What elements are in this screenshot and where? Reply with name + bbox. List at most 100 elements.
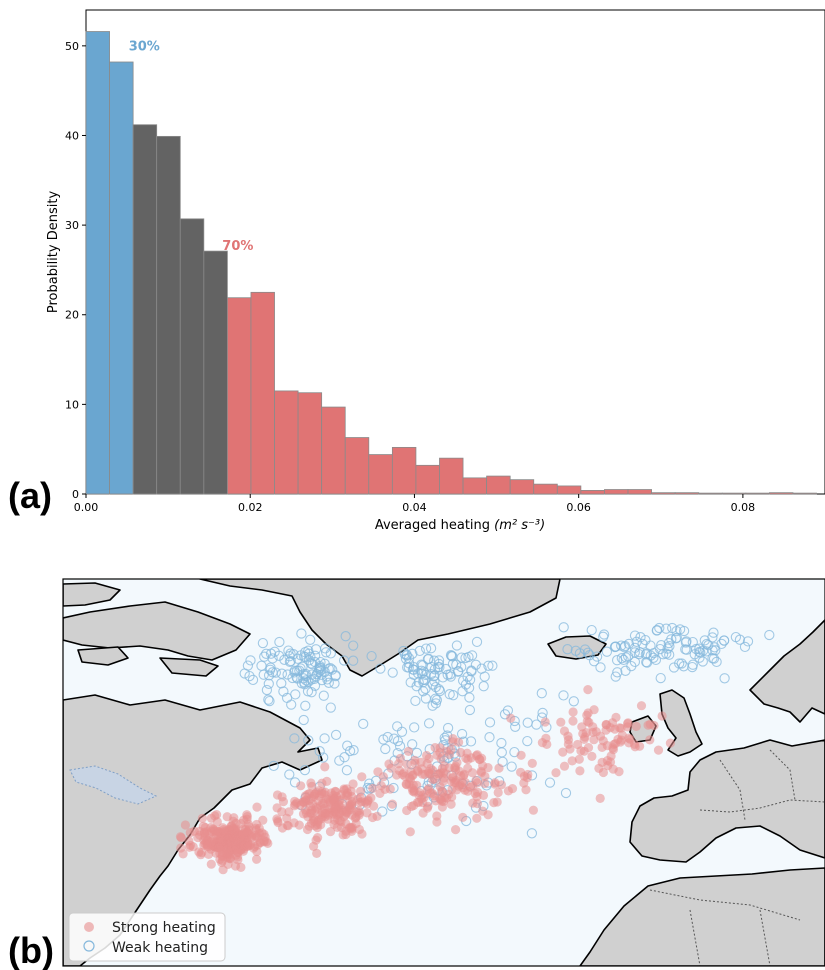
strong-heating-point — [625, 734, 635, 744]
strong-heating-point — [506, 713, 516, 723]
x-tick-label: 0.06 — [566, 501, 591, 514]
strong-heating-point — [319, 803, 329, 814]
weak-heating-point — [484, 732, 495, 743]
strong-heating-point — [472, 799, 482, 809]
strong-heating-point — [608, 764, 618, 774]
weak-heating-point — [562, 644, 573, 655]
weak-heating-point — [392, 735, 404, 747]
weak-heating-point — [420, 693, 432, 704]
strong-heating-point — [584, 717, 594, 728]
strong-heating-point — [357, 772, 367, 782]
weak-heating-point — [401, 650, 412, 661]
strong-heating-point — [630, 742, 640, 752]
strong-heating-point — [540, 717, 550, 727]
great-lakes — [69, 765, 158, 805]
weak-heating-point — [358, 718, 369, 730]
weak-heating-point — [591, 651, 603, 662]
strong-heating-point — [206, 813, 216, 823]
weak-heating-point — [463, 682, 475, 694]
strong-heating-point — [404, 779, 414, 789]
weak-heating-point — [460, 679, 472, 690]
x-axis-label-units: (m² s⁻³) — [494, 518, 545, 533]
histogram-bars — [85, 31, 817, 495]
strong-heating-point — [496, 780, 506, 790]
weak-heating-point — [651, 625, 663, 636]
percentile-label: 30% — [129, 39, 160, 54]
weak-heating-point — [348, 640, 359, 651]
weak-heating-point — [423, 653, 434, 664]
weak-heating-point — [664, 641, 675, 652]
weak-heating-point — [442, 669, 453, 680]
weak-heating-point — [445, 671, 456, 682]
weak-heating-point — [315, 665, 327, 676]
weak-heating-point — [742, 636, 754, 647]
strong-heating-point — [309, 841, 319, 852]
strong-heating-point — [402, 759, 412, 769]
weak-heating-point — [314, 746, 325, 757]
weak-heating-point — [300, 700, 311, 711]
strong-heating-point — [247, 833, 257, 843]
weak-heating-point — [444, 689, 455, 700]
weak-heating-point — [281, 692, 293, 704]
weak-heating-point — [348, 655, 359, 666]
weak-heating-point — [274, 636, 285, 648]
strong-heating-point — [252, 854, 262, 864]
histogram-bar — [604, 489, 629, 495]
strong-heating-point — [414, 790, 424, 800]
y-axis-ticks: 0 10 20 30 40 50 — [65, 40, 86, 501]
strong-heating-point — [392, 770, 402, 780]
weak-heating-point — [666, 634, 677, 645]
strong-heating-point — [299, 797, 309, 808]
strong-heating-point — [197, 848, 207, 858]
strong-heating-point — [315, 791, 325, 802]
weak-heating-point — [303, 676, 314, 687]
strong-heating-point — [563, 739, 574, 749]
weak-heating-point — [316, 674, 328, 686]
strong-heating-point — [176, 843, 186, 853]
weak-heating-point — [611, 655, 623, 666]
legend-box — [68, 912, 226, 962]
strong-heating-point — [472, 813, 482, 823]
weak-heating-point — [536, 688, 547, 699]
weak-heating-point — [375, 663, 386, 674]
strong-heating-point — [559, 726, 570, 736]
strong-heating-point — [583, 685, 593, 695]
strong-heating-point — [357, 829, 367, 839]
strong-heating-point — [653, 745, 664, 755]
weak-heating-point — [699, 635, 710, 646]
strong-heating-point — [188, 842, 198, 852]
great-britain — [659, 689, 703, 757]
strong-heating-point — [206, 859, 216, 869]
strong-heating-point — [399, 768, 409, 778]
weak-heating-point — [506, 761, 517, 772]
weak-heating-point — [429, 676, 440, 687]
strong-heating-point — [284, 807, 294, 817]
histogram-bar — [486, 475, 511, 495]
weak-heating-point — [470, 659, 482, 670]
strong-heating-point — [645, 735, 655, 745]
weak-heating-point — [417, 660, 428, 671]
weak-heating-point — [674, 658, 685, 669]
weak-heating-point — [408, 669, 419, 680]
weak-heating-point — [285, 655, 296, 667]
strong-heating-point — [221, 831, 231, 841]
strong-heating-point — [473, 787, 483, 797]
strong-heating-point — [307, 808, 317, 819]
strong-heating-point — [412, 780, 422, 790]
weak-heating-point — [645, 650, 656, 661]
weak-heating-point — [537, 707, 548, 719]
strong-heating-point — [376, 781, 386, 791]
weak-heating-point — [558, 690, 569, 701]
map-frame — [62, 578, 825, 967]
strong-heating-point — [176, 833, 186, 843]
strong-heating-point — [432, 817, 442, 827]
weak-heating-point — [637, 638, 648, 650]
weak-heating-point — [433, 655, 445, 666]
weak-heating-point — [429, 664, 441, 675]
x-axis-label: Averaged heating (m² s⁻³) — [375, 518, 545, 533]
strong-heating-point — [438, 776, 448, 787]
panel-label-b: (b) — [8, 930, 54, 970]
strong-heating-point — [243, 841, 253, 851]
weak-heating-point — [339, 752, 350, 763]
strong-heating-point — [343, 801, 353, 811]
